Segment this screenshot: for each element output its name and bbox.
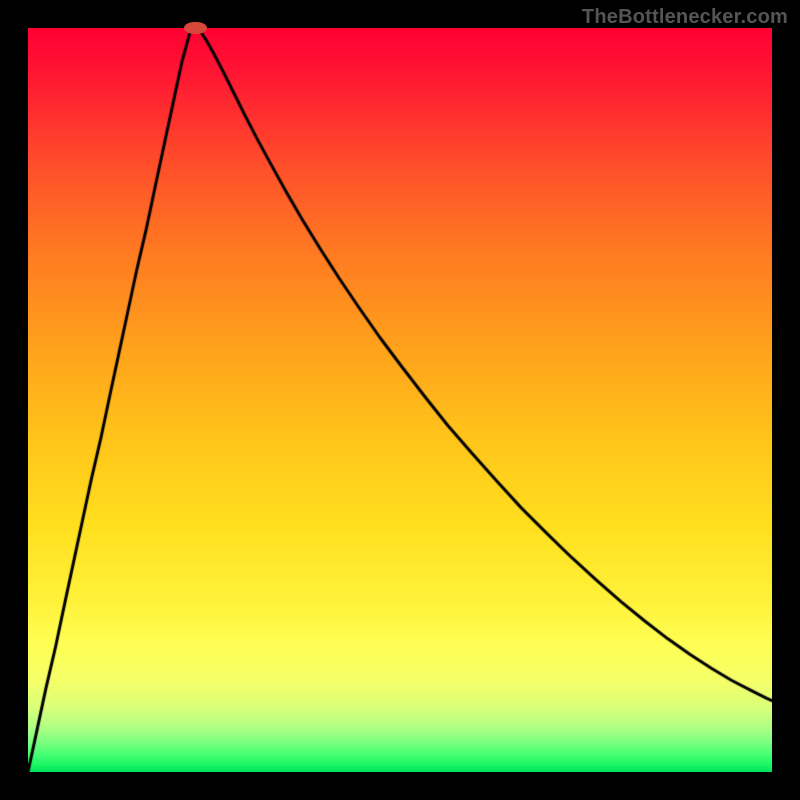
chart-frame: TheBottlenecker.com [0, 0, 800, 800]
watermark-label: TheBottlenecker.com [582, 6, 788, 29]
bottleneck-chart-canvas [28, 28, 772, 772]
optimum-marker [184, 22, 206, 35]
